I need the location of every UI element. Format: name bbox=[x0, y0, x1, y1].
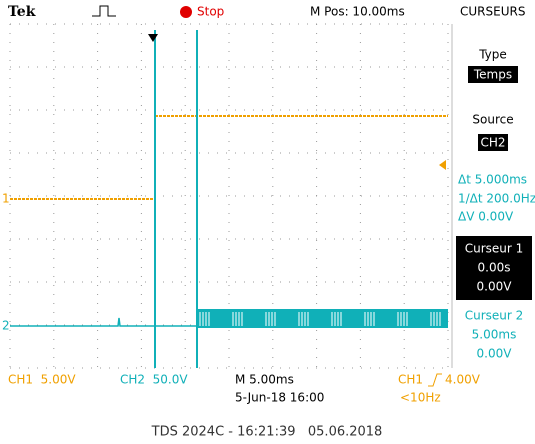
brand: Tek bbox=[8, 4, 36, 20]
ch2-marker: 2 bbox=[2, 319, 10, 333]
delta-v: ΔV 0.00V bbox=[458, 210, 514, 224]
position: M Pos: 10.00ms bbox=[310, 5, 405, 19]
cursor1-box bbox=[456, 236, 532, 300]
ch2-scale: CH2 50.0V bbox=[120, 373, 188, 387]
cursor1-label[interactable]: Curseur 1 bbox=[465, 242, 524, 256]
ch1-marker: 1 bbox=[2, 192, 10, 206]
timebase: M 5.00ms bbox=[235, 373, 294, 387]
stop-dot bbox=[180, 6, 192, 18]
cursor2-label[interactable]: Curseur 2 bbox=[465, 309, 524, 323]
source-box bbox=[478, 134, 508, 151]
trigger-freq: <10Hz bbox=[400, 391, 441, 405]
trigger-source: CH1 bbox=[398, 373, 423, 387]
status: Stop bbox=[197, 5, 224, 19]
type-box bbox=[468, 66, 518, 83]
screen-bg bbox=[0, 0, 535, 410]
caption: TDS 2024C - 16:21:39 05.06.2018 bbox=[151, 425, 383, 440]
menu-title: CURSEURS bbox=[460, 5, 525, 19]
ch2-trace bbox=[10, 317, 197, 327]
trigger-level-arrow bbox=[439, 160, 446, 170]
ch1-scale: CH1 5.00V bbox=[8, 373, 76, 387]
source-value[interactable]: CH2 bbox=[480, 136, 505, 150]
graticule bbox=[9, 23, 449, 369]
delta-t: Δt 5.000ms bbox=[458, 173, 527, 187]
type-label: Type bbox=[478, 48, 507, 62]
type-value[interactable]: Temps bbox=[473, 68, 512, 82]
cursor2-volt: 0.00V bbox=[477, 347, 513, 361]
cursor2-time: 5.00ms bbox=[472, 328, 517, 342]
trigger-slope bbox=[428, 373, 442, 387]
inv-delta-t: 1/Δt 200.0Hz bbox=[458, 192, 535, 206]
trigger-level: 4.00V bbox=[445, 373, 481, 387]
ch2-noise bbox=[197, 309, 448, 328]
source-label: Source bbox=[472, 113, 513, 127]
trigger-icon bbox=[92, 5, 116, 17]
noise-stripes bbox=[199, 312, 441, 326]
cursor1-volt: 0.00V bbox=[477, 280, 513, 294]
date: 5-Jun-18 16:00 bbox=[235, 391, 324, 405]
cursor1-time: 0.00s bbox=[478, 261, 511, 275]
trigger-position-arrow bbox=[148, 34, 158, 42]
